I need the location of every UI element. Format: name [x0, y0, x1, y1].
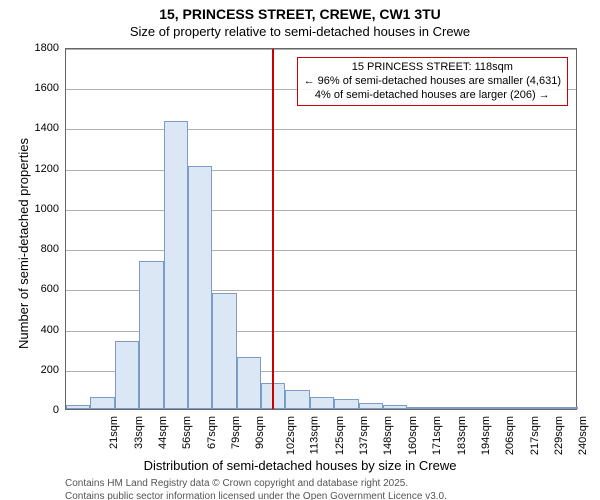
y-tick-label: 600 — [23, 283, 59, 295]
histogram-bar — [115, 341, 139, 409]
y-tick-label: 1400 — [23, 122, 59, 134]
histogram-bar — [66, 405, 90, 409]
gridline — [66, 49, 576, 50]
histogram-bar — [432, 407, 456, 409]
x-tick-label: 183sqm — [456, 416, 468, 455]
histogram-bar — [554, 407, 578, 409]
x-tick-label: 194sqm — [480, 416, 492, 455]
reference-line — [272, 49, 274, 409]
footnote: Contains HM Land Registry data © Crown c… — [65, 478, 447, 500]
histogram-bar — [139, 261, 163, 409]
x-tick-label: 33sqm — [133, 416, 145, 449]
histogram-bar — [359, 403, 383, 409]
gridline — [66, 250, 576, 251]
histogram-bar — [456, 407, 480, 409]
y-tick-label: 400 — [23, 324, 59, 336]
histogram-bar — [334, 399, 358, 409]
chart-title: 15, PRINCESS STREET, CREWE, CW1 3TU — [0, 6, 600, 22]
figure: 15, PRINCESS STREET, CREWE, CW1 3TU Size… — [0, 0, 600, 500]
gridline — [66, 129, 576, 130]
histogram-bar — [383, 405, 407, 409]
x-tick-label: 44sqm — [157, 416, 169, 449]
annotation-line-2: ← 96% of semi-detached houses are smalle… — [304, 75, 561, 89]
y-tick-label: 1600 — [23, 82, 59, 94]
annotation-line-1: 15 PRINCESS STREET: 118sqm — [304, 61, 561, 75]
x-tick-label: 137sqm — [358, 416, 370, 455]
histogram-bar — [480, 407, 504, 409]
x-tick-label: 148sqm — [383, 416, 395, 455]
gridline — [66, 210, 576, 211]
histogram-bar — [212, 293, 236, 409]
x-tick-label: 171sqm — [431, 416, 443, 455]
x-tick-label: 113sqm — [309, 416, 321, 454]
histogram-bar — [285, 390, 309, 409]
histogram-bar — [237, 357, 261, 409]
x-tick-label: 90sqm — [255, 416, 267, 449]
y-tick-label: 1000 — [23, 203, 59, 215]
plot-area: 15 PRINCESS STREET: 118sqm← 96% of semi-… — [65, 48, 577, 410]
x-tick-label: 160sqm — [407, 416, 419, 455]
chart-subtitle: Size of property relative to semi-detach… — [0, 24, 600, 39]
x-tick-label: 206sqm — [504, 416, 516, 455]
x-tick-label: 229sqm — [553, 416, 565, 455]
histogram-bar — [188, 166, 212, 409]
y-tick-label: 1200 — [23, 163, 59, 175]
annotation-line-3: 4% of semi-detached houses are larger (2… — [304, 89, 561, 103]
histogram-bar — [164, 121, 188, 409]
footnote-line-1: Contains HM Land Registry data © Crown c… — [65, 478, 447, 491]
histogram-bar — [407, 407, 431, 409]
gridline — [66, 170, 576, 171]
y-tick-label: 0 — [23, 404, 59, 416]
histogram-bar — [529, 407, 553, 409]
x-tick-label: 217sqm — [529, 416, 541, 455]
x-axis-label: Distribution of semi-detached houses by … — [0, 458, 600, 473]
x-tick-label: 240sqm — [578, 416, 590, 455]
x-tick-label: 56sqm — [181, 416, 193, 449]
x-tick-label: 125sqm — [334, 416, 346, 455]
histogram-bar — [505, 407, 529, 409]
annotation-box: 15 PRINCESS STREET: 118sqm← 96% of semi-… — [297, 57, 568, 106]
y-tick-label: 1800 — [23, 42, 59, 54]
x-tick-label: 67sqm — [206, 416, 218, 449]
y-tick-label: 200 — [23, 364, 59, 376]
footnote-line-2: Contains public sector information licen… — [65, 491, 447, 500]
y-tick-label: 800 — [23, 243, 59, 255]
histogram-bar — [310, 397, 334, 409]
x-tick-label: 79sqm — [230, 416, 242, 449]
x-tick-label: 102sqm — [285, 416, 297, 455]
histogram-bar — [90, 397, 114, 409]
x-tick-label: 21sqm — [108, 416, 120, 449]
